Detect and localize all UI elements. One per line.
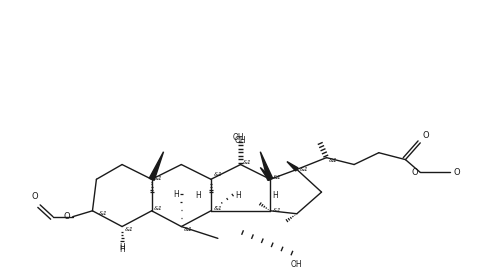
Text: &1: &1 <box>299 167 308 172</box>
Text: OH: OH <box>291 260 302 269</box>
Text: O: O <box>64 212 70 221</box>
Polygon shape <box>260 167 272 180</box>
Text: H: H <box>195 190 201 200</box>
Text: &1: &1 <box>243 160 252 165</box>
Polygon shape <box>287 162 298 171</box>
Text: &1: &1 <box>213 206 222 211</box>
Text: O: O <box>411 168 418 177</box>
Polygon shape <box>260 152 273 180</box>
Text: OH: OH <box>232 133 244 142</box>
Text: H: H <box>119 245 125 254</box>
Text: O: O <box>31 192 38 201</box>
Text: O: O <box>454 168 460 177</box>
Text: &1: &1 <box>273 208 282 213</box>
Text: H: H <box>272 190 278 200</box>
Text: &1: &1 <box>213 172 222 177</box>
Text: OH: OH <box>235 136 247 145</box>
Text: H: H <box>173 190 179 198</box>
Polygon shape <box>149 152 163 180</box>
Text: &1: &1 <box>154 206 163 211</box>
Text: &1: &1 <box>154 176 163 181</box>
Text: O: O <box>423 131 429 140</box>
Text: &1: &1 <box>184 227 193 232</box>
Text: H: H <box>235 190 241 200</box>
Text: H: H <box>119 243 125 252</box>
Text: &1: &1 <box>273 175 282 180</box>
Text: &1: &1 <box>99 211 108 216</box>
Text: &1: &1 <box>329 158 338 163</box>
Text: &1: &1 <box>125 227 134 232</box>
